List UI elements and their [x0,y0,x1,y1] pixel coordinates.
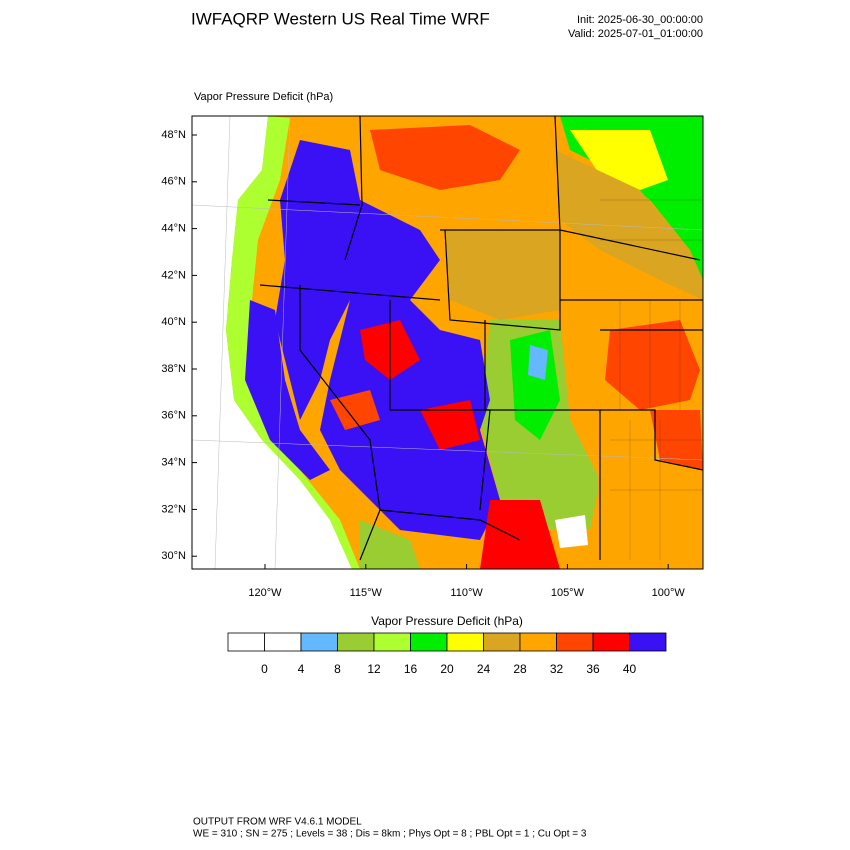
lat-label: 46°N [161,176,186,188]
colorbar-swatch [446,632,484,652]
lat-label: 32°N [161,503,186,515]
colorbar-label: 16 [404,662,418,676]
lat-label: 40°N [161,316,186,328]
lat-label: 38°N [161,363,186,375]
colorbar-label: 32 [550,662,564,676]
colorbar-swatch [410,632,448,652]
lon-label: 120°W [248,587,282,599]
lat-label: 34°N [161,457,186,469]
colorbar-label: 20 [440,662,454,676]
colorbar-swatch [337,632,375,652]
colorbar-label: 12 [367,662,381,676]
lat-label: 30°N [161,550,186,562]
colorbar-swatch [556,632,594,652]
map-frame [191,115,704,570]
colorbar-label: 40 [623,662,637,676]
colorbar-swatch [373,632,411,652]
colorbar-label: 0 [261,662,268,676]
footer-line: OUTPUT FROM WRF V4.6.1 MODEL [193,817,362,828]
lat-label: 48°N [161,129,186,141]
colorbar-swatch [519,632,557,652]
map-title: Vapor Pressure Deficit (hPa) [194,91,333,103]
colorbar-label: 28 [513,662,527,676]
lon-label: 110°W [450,587,483,599]
colorbar-swatch [227,632,265,652]
map-field [192,116,703,569]
colorbar: 0 4 8 12 16 20 24 28 32 36 40 [227,632,667,676]
colorbar-label: 36 [586,662,600,676]
colorbar-label: 24 [477,662,491,676]
colorbar-label: 8 [334,662,341,676]
lat-label: 42°N [161,269,186,281]
colorbar-swatch [483,632,521,652]
colorbar-title: Vapor Pressure Deficit (hPa) [371,614,523,628]
colorbar-swatch [300,632,338,652]
valid-time: Valid: 2025-07-01_01:00:00 [568,28,703,40]
colorbar-swatch [629,632,667,652]
colorbar-swatch [264,632,302,652]
axis-labels: 48°N 46°N 44°N 42°N 40°N 38°N 36°N 34°N 32°N 30°N… [161,129,685,599]
page-title: IWFAQRP Western US Real Time WRF [191,9,490,28]
init-time: Init: 2025-06-30_00:00:00 [577,14,703,26]
lon-label: 100°W [652,587,686,599]
colorbar-label: 4 [298,662,305,676]
lon-label: 105°W [551,587,585,599]
footer-line: WE = 310 ; SN = 275 ; Levels = 38 ; Dis … [193,829,587,840]
lat-label: 44°N [161,223,186,235]
colorbar-swatch [592,632,630,652]
lat-label: 36°N [161,410,186,422]
lon-label: 115°W [350,587,383,599]
